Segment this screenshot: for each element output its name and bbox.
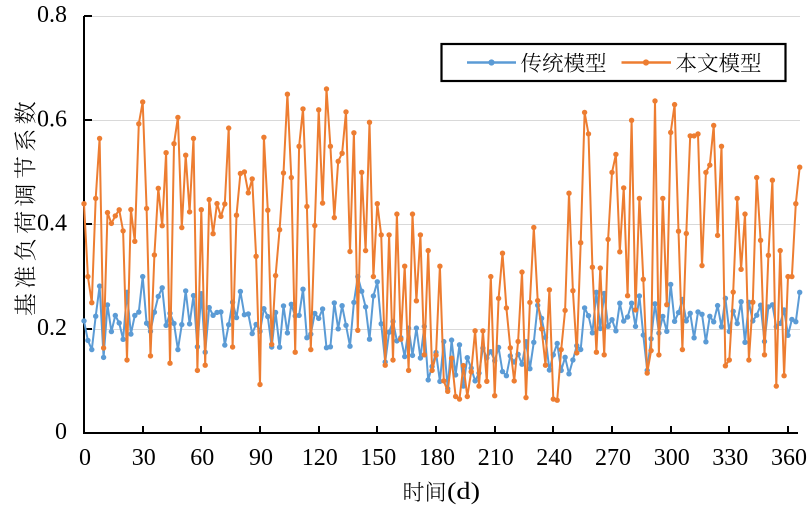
svg-text:150: 150: [360, 445, 396, 471]
svg-text:0: 0: [55, 419, 67, 445]
svg-text:30: 30: [132, 445, 156, 471]
svg-text:330: 330: [712, 445, 748, 471]
svg-text:0: 0: [79, 445, 91, 471]
svg-text:210: 210: [478, 445, 514, 471]
svg-text:300: 300: [654, 445, 690, 471]
svg-text:120: 120: [302, 445, 338, 471]
svg-text:180: 180: [419, 445, 455, 471]
svg-text:360: 360: [771, 445, 807, 471]
svg-text:(d): (d): [447, 479, 480, 505]
svg-text:240: 240: [536, 445, 572, 471]
svg-text:270: 270: [595, 445, 631, 471]
svg-text:0.4: 0.4: [37, 211, 67, 237]
svg-text:0.6: 0.6: [37, 106, 67, 132]
svg-text:60: 60: [190, 445, 214, 471]
svg-text:0.2: 0.2: [37, 315, 67, 341]
svg-text:90: 90: [249, 445, 273, 471]
svg-text:0.8: 0.8: [37, 2, 67, 28]
